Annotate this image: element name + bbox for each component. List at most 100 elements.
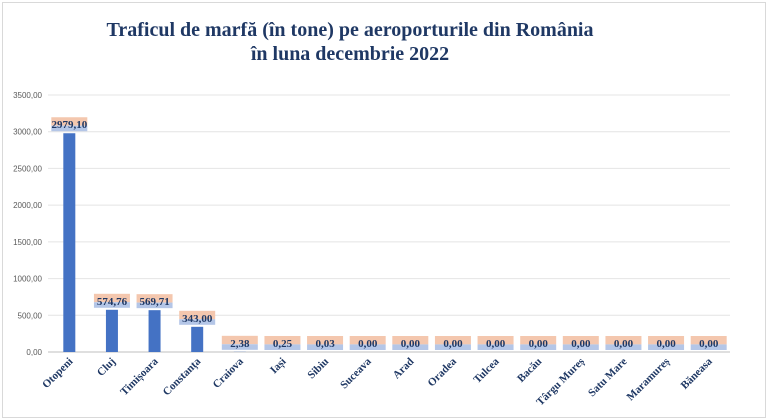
data-label-bg-bottom: [434, 344, 471, 350]
data-label-text: 0,00: [486, 338, 506, 350]
data-label-text: 0,00: [699, 338, 719, 350]
data-label-bg-bottom: [179, 319, 216, 325]
x-tick-label: Maramureș: [625, 355, 673, 403]
data-label-text: 0,00: [614, 338, 634, 350]
bar: [191, 326, 204, 352]
x-tick-label: Craiova: [211, 355, 247, 391]
data-label-bg: [605, 336, 642, 345]
data-label-bg-bottom: [477, 344, 514, 350]
data-label: 0,03: [307, 335, 344, 350]
data-label-bg: [264, 335, 301, 345]
data-label-text: 0,00: [443, 338, 463, 350]
gridlines: [48, 94, 730, 353]
x-tick-label: Constanța: [161, 355, 204, 398]
bar: [105, 309, 118, 352]
data-label-bg-bottom: [648, 344, 685, 350]
data-label: 0,25: [264, 335, 301, 350]
y-tick-label: 0,00: [26, 348, 42, 357]
data-label-bg: [51, 117, 88, 126]
x-tick-label: Iași: [268, 356, 289, 377]
y-tick-label: 1500,00: [13, 238, 42, 247]
data-label-text: 574,76: [97, 296, 128, 308]
data-label-bg-bottom: [392, 344, 429, 350]
x-tick-label: Tulcea: [471, 355, 502, 386]
y-tick-label: 500,00: [18, 311, 43, 320]
data-label-bg: [648, 336, 685, 345]
data-label-text: 343,00: [182, 313, 213, 325]
chart-title-line1: Traficul de marfă (în tone) pe aeroportu…: [106, 19, 594, 41]
data-label-bg: [349, 336, 386, 345]
data-label-bg-bottom: [349, 344, 386, 350]
bars: [63, 133, 332, 352]
chart-title: Traficul de marfă (în tone) pe aeroportu…: [0, 18, 700, 66]
data-label: 2,38: [221, 335, 258, 350]
y-tick-label: 2500,00: [13, 164, 42, 173]
data-label-bg: [307, 335, 344, 345]
data-label-bg: [392, 336, 429, 345]
bar: [63, 133, 76, 352]
data-label-bg: [136, 294, 173, 303]
x-tick-label: Băneasa: [679, 355, 715, 391]
y-tick-label: 1000,00: [13, 275, 42, 284]
data-label: 569,71: [136, 294, 173, 309]
data-label-bg-bottom: [221, 344, 258, 350]
data-label-bg-bottom: [562, 344, 599, 350]
data-label: 0,00: [648, 336, 685, 350]
data-label-bg: [562, 336, 599, 345]
data-label: 0,00: [477, 336, 514, 350]
y-tick-label: 3500,00: [13, 91, 42, 100]
data-label-bg: [221, 335, 258, 345]
data-label-bg: [477, 336, 514, 345]
data-label-text: 0,00: [358, 338, 378, 350]
data-label-text: 0,03: [315, 338, 335, 350]
y-tick-label: 3000,00: [13, 128, 42, 137]
bar: [148, 310, 161, 352]
y-tick-label: 2000,00: [13, 201, 42, 210]
chart-title-line2: în luna decembrie 2022: [250, 43, 450, 65]
data-labels: 2979,10 574,76 569,71 343,00 2,38 0,25 0,03 0,0…: [51, 117, 727, 350]
y-axis-ticks: 0,00 500,00 1000,00 1500,00 2000,00 2500,00 30…: [13, 91, 42, 357]
data-label: 0,00: [392, 336, 429, 350]
data-label-bg-bottom: [605, 344, 642, 350]
data-label-bg-bottom: [307, 344, 344, 350]
data-label-bg-bottom: [136, 302, 173, 309]
data-label-text: 0,00: [529, 338, 549, 350]
data-label-text: 0,00: [571, 338, 591, 350]
data-label: 0,00: [690, 336, 727, 350]
data-label: 0,00: [605, 336, 642, 350]
data-label: 0,00: [520, 336, 557, 350]
data-label-bg-bottom: [264, 344, 301, 350]
data-label-text: 0,00: [401, 338, 421, 350]
data-label: 574,76: [93, 293, 130, 308]
data-label-text: 569,71: [139, 296, 169, 308]
data-label: 2979,10: [51, 117, 88, 132]
data-label-text: 0,25: [273, 338, 293, 350]
data-label-bg-bottom: [93, 302, 130, 308]
data-label-bg: [434, 336, 471, 345]
x-axis-ticks: Otopeni Cluj Timișoara Constanța Craiova Iași…: [40, 355, 715, 408]
data-label-text: 2979,10: [51, 119, 87, 131]
x-tick-label: Timișoara: [118, 355, 161, 398]
data-label-text: 0,00: [656, 338, 676, 350]
data-label-text: 2,38: [230, 338, 250, 350]
data-label-bg: [179, 310, 216, 320]
x-tick-label: Suceava: [338, 355, 374, 391]
x-tick-label: Bacău: [515, 356, 544, 385]
x-tick-label: Satu Mare: [586, 356, 630, 400]
data-label: 343,00: [179, 310, 216, 325]
x-tick-label: Cluj: [95, 356, 118, 379]
x-tick-label: Otopeni: [40, 356, 75, 391]
x-tick-label: Oradea: [426, 355, 460, 389]
data-label-bg-bottom: [690, 344, 727, 350]
data-label: 0,00: [434, 336, 471, 350]
data-label-bg: [520, 336, 557, 345]
data-label-bg-bottom: [520, 344, 557, 350]
data-label-bg: [93, 293, 130, 303]
data-label: 0,00: [562, 336, 599, 350]
data-label-bg-bottom: [51, 125, 88, 132]
x-tick-label: Sibiu: [305, 356, 331, 382]
x-tick-label: Arad: [391, 356, 417, 382]
data-label-bg: [690, 336, 727, 345]
data-label: 0,00: [349, 336, 386, 350]
